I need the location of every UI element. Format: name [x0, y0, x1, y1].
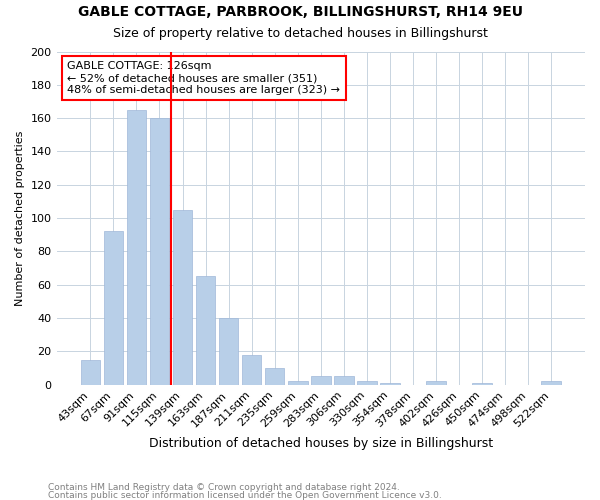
Text: Size of property relative to detached houses in Billingshurst: Size of property relative to detached ho… — [113, 28, 487, 40]
Bar — [149, 118, 169, 385]
Bar — [104, 232, 123, 385]
Bar — [380, 383, 400, 385]
Bar — [334, 376, 353, 385]
Bar — [541, 382, 561, 385]
X-axis label: Distribution of detached houses by size in Billingshurst: Distribution of detached houses by size … — [149, 437, 493, 450]
Bar — [357, 382, 377, 385]
Bar — [196, 276, 215, 385]
Bar — [219, 318, 238, 385]
Y-axis label: Number of detached properties: Number of detached properties — [15, 130, 25, 306]
Bar — [265, 368, 284, 385]
Bar — [80, 360, 100, 385]
Bar — [311, 376, 331, 385]
Bar — [173, 210, 193, 385]
Bar — [127, 110, 146, 385]
Text: Contains HM Land Registry data © Crown copyright and database right 2024.: Contains HM Land Registry data © Crown c… — [48, 484, 400, 492]
Text: Contains public sector information licensed under the Open Government Licence v3: Contains public sector information licen… — [48, 490, 442, 500]
Bar — [472, 383, 492, 385]
Bar — [288, 382, 308, 385]
Text: GABLE COTTAGE, PARBROOK, BILLINGSHURST, RH14 9EU: GABLE COTTAGE, PARBROOK, BILLINGSHURST, … — [77, 5, 523, 19]
Bar — [426, 382, 446, 385]
Bar — [242, 355, 262, 385]
Text: GABLE COTTAGE: 126sqm
← 52% of detached houses are smaller (351)
48% of semi-det: GABLE COTTAGE: 126sqm ← 52% of detached … — [67, 62, 340, 94]
